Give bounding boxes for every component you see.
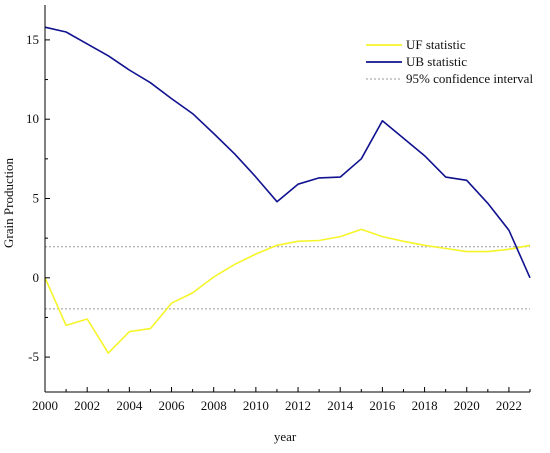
x-tick-label: 2018 xyxy=(412,398,438,413)
x-tick-label: 2016 xyxy=(369,398,396,413)
legend-item-uf-label: UF statistic xyxy=(406,37,466,52)
x-tick-label: 2022 xyxy=(496,398,522,413)
plot-area xyxy=(44,26,531,354)
x-tick-label: 2012 xyxy=(285,398,311,413)
x-axis-title: year xyxy=(274,429,297,444)
y-tick-label: 5 xyxy=(33,191,40,206)
y-tick-label: 0 xyxy=(33,270,40,285)
y-tick-label: 10 xyxy=(26,111,39,126)
series-line-0 xyxy=(44,228,531,354)
x-tick-label: 2008 xyxy=(201,398,227,413)
x-tick-label: 2004 xyxy=(116,398,143,413)
y-tick-label: -5 xyxy=(28,349,39,364)
x-tick-label: 2014 xyxy=(327,398,354,413)
x-tick-label: 2000 xyxy=(32,398,58,413)
legend-item-ub-label: UB statistic xyxy=(406,54,467,69)
x-tick-label: 2020 xyxy=(454,398,480,413)
y-axis-title: Grain Production xyxy=(1,158,16,248)
y-tick-label: 15 xyxy=(26,32,39,47)
x-tick-label: 2002 xyxy=(74,398,100,413)
x-tick-label: 2010 xyxy=(243,398,269,413)
axes: -5 0 5 10 15 2000 2002 2004 2006 2008 2010 2012 2014… xyxy=(26,5,531,413)
series-line-1 xyxy=(44,26,531,279)
x-tick-label: 2006 xyxy=(159,398,186,413)
legend: UF statistic UB statistic 95% confidence i… xyxy=(366,37,533,86)
legend-item-confidence-label: 95% confidence interval xyxy=(406,71,533,86)
